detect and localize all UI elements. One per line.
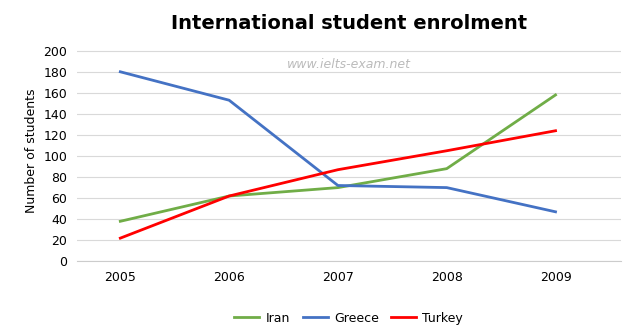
Iran xyxy=(443,166,451,171)
Greece xyxy=(443,186,451,190)
Iran xyxy=(116,219,124,223)
Greece xyxy=(116,70,124,74)
Greece xyxy=(334,184,342,188)
Line: Iran: Iran xyxy=(120,95,556,221)
Legend: Iran, Greece, Turkey: Iran, Greece, Turkey xyxy=(229,307,468,330)
Greece xyxy=(225,98,233,102)
Turkey xyxy=(225,194,233,198)
Turkey xyxy=(334,168,342,172)
Turkey xyxy=(116,236,124,240)
Line: Turkey: Turkey xyxy=(120,131,556,238)
Y-axis label: Number of students: Number of students xyxy=(25,88,38,213)
Turkey xyxy=(443,149,451,153)
Greece xyxy=(552,210,559,214)
Iran xyxy=(225,194,233,198)
Line: Greece: Greece xyxy=(120,72,556,212)
Text: www.ielts-exam.net: www.ielts-exam.net xyxy=(287,58,411,71)
Turkey xyxy=(552,129,559,133)
Iran xyxy=(334,186,342,190)
Iran xyxy=(552,93,559,97)
Title: International student enrolment: International student enrolment xyxy=(171,14,527,33)
